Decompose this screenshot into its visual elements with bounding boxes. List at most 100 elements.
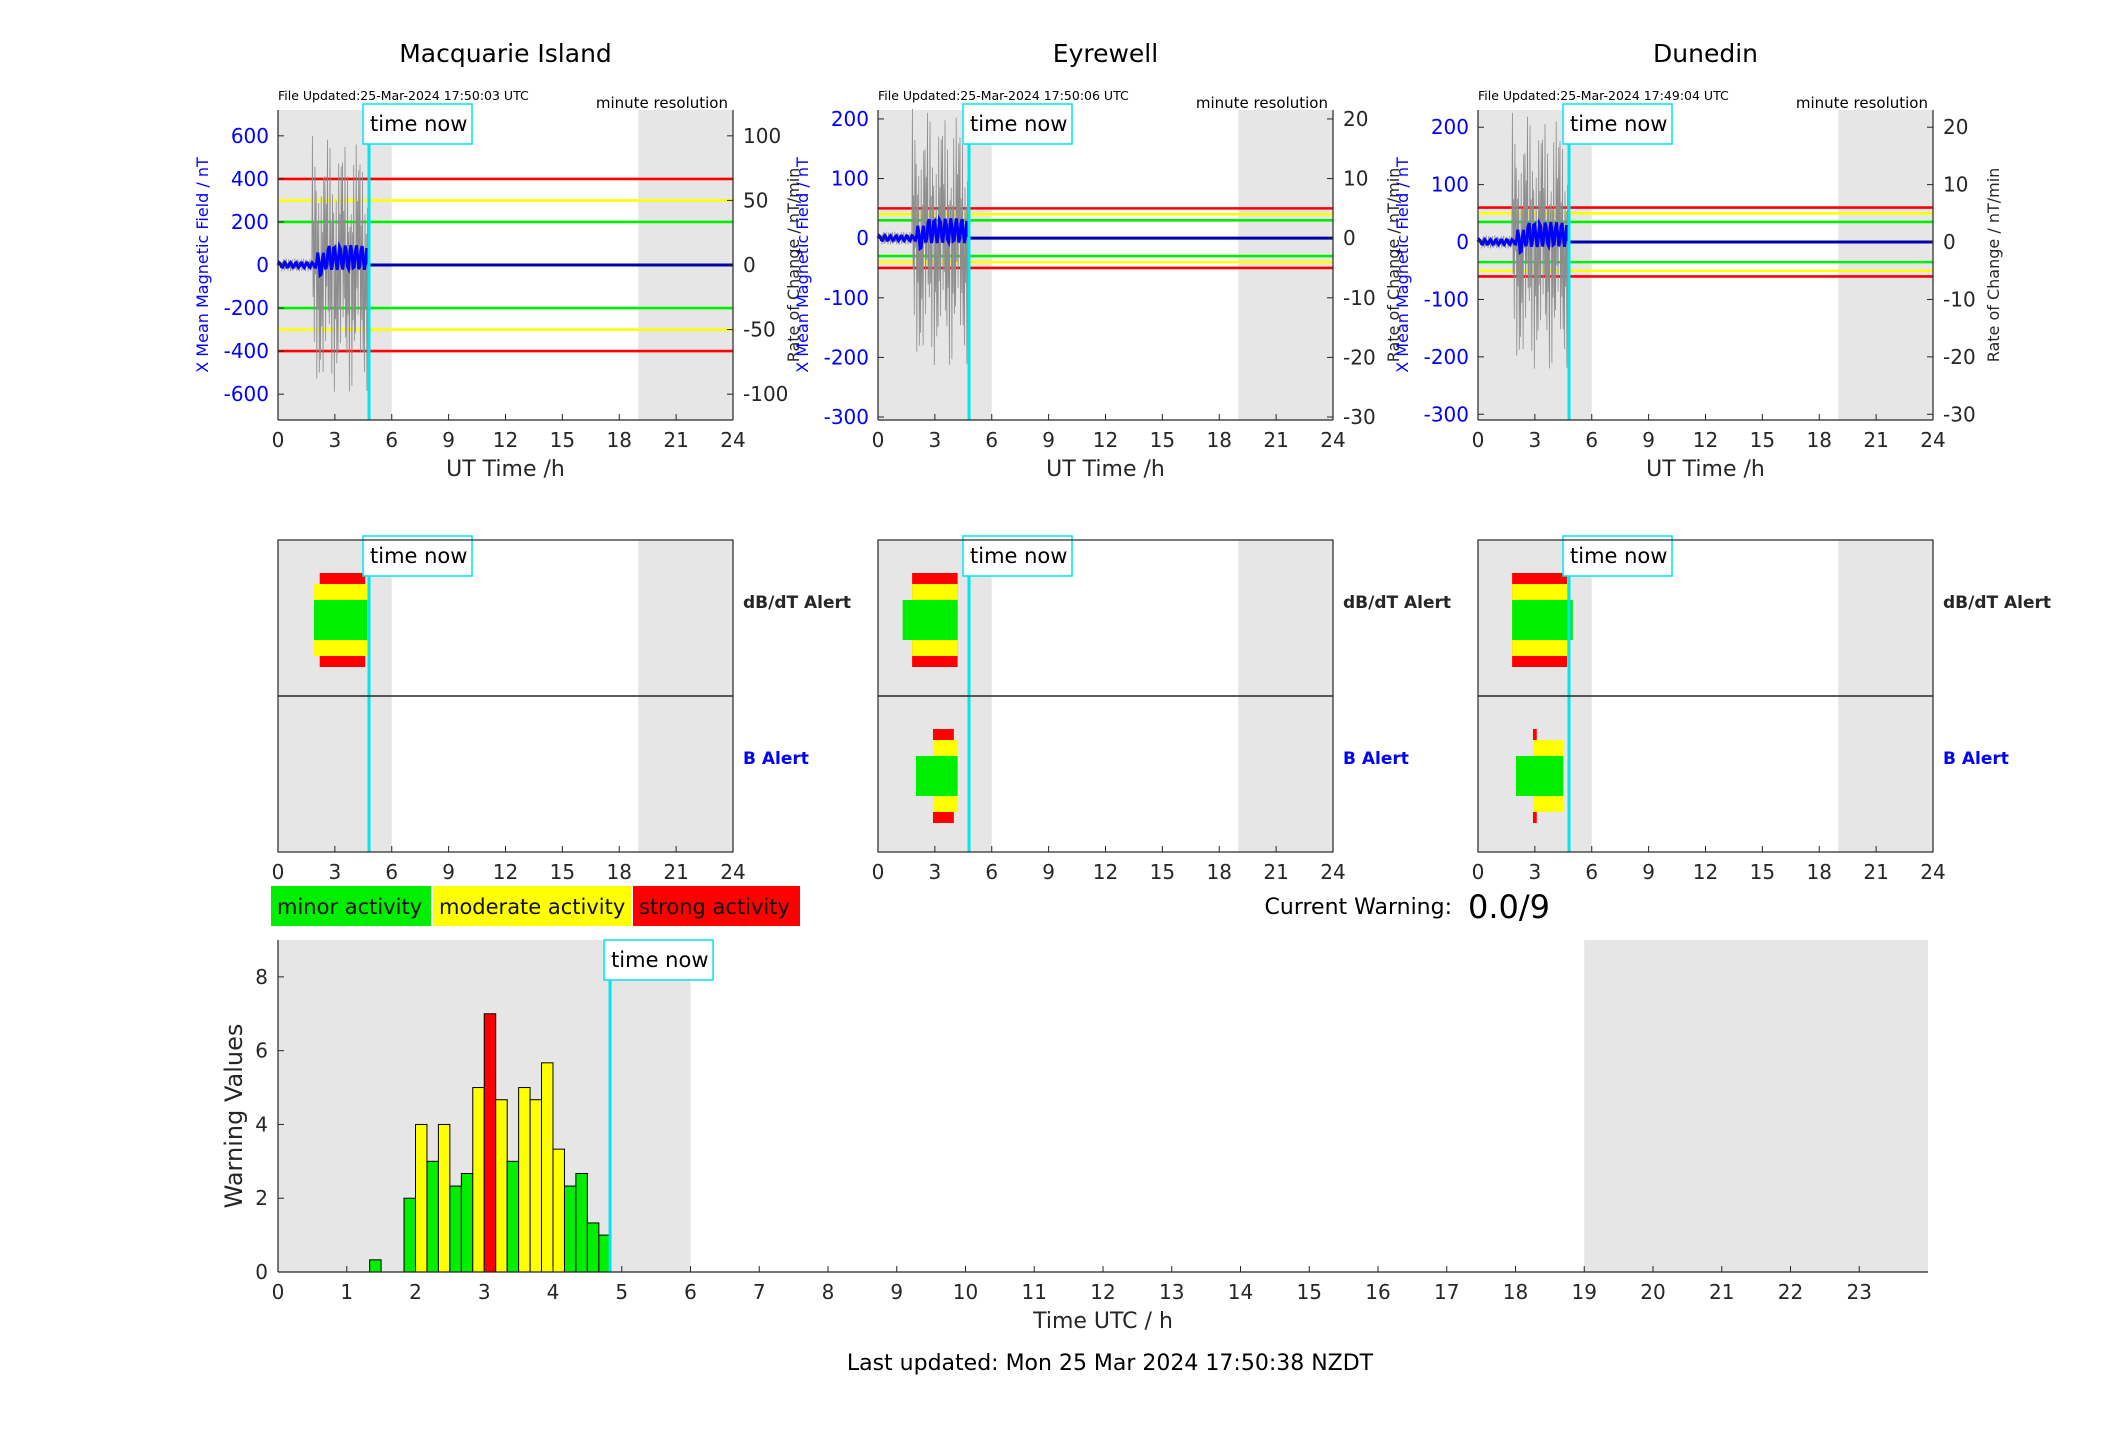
time-now-label: time now bbox=[970, 544, 1067, 568]
x-tick-label: 13 bbox=[1159, 1280, 1184, 1304]
y-tick-label: -300 bbox=[824, 405, 869, 429]
dbdt-alert-label: dB/dT Alert bbox=[1943, 593, 2051, 613]
x-tick-label: 0 bbox=[272, 428, 285, 452]
y-tick-label: 200 bbox=[231, 210, 269, 234]
x-tick-label: 21 bbox=[1263, 428, 1288, 452]
x-tick-label: 15 bbox=[1297, 1280, 1322, 1304]
warning-bar bbox=[586, 1222, 600, 1273]
b-green-bar bbox=[1515, 756, 1564, 796]
y-tick-label: 4 bbox=[255, 1112, 268, 1136]
field-trace bbox=[276, 241, 371, 279]
x-axis-label: UT Time /h bbox=[1046, 457, 1165, 482]
shaded-range bbox=[1584, 940, 1928, 1272]
x-tick-label: 6 bbox=[985, 860, 998, 884]
y-right-tick-label: -30 bbox=[1943, 402, 1976, 426]
y-tick-label: 0 bbox=[856, 226, 869, 250]
alert-panel-1: time now dB/dT Alert B Alert 0 3 6 9 12 15 18 21 24 bbox=[272, 535, 851, 884]
y-tick-label: -200 bbox=[1424, 345, 1469, 369]
legend-label: strong activity bbox=[639, 895, 790, 919]
x-tick-label: 0 bbox=[872, 860, 885, 884]
field-trace bbox=[876, 214, 971, 252]
y-tick-label: 0 bbox=[256, 253, 269, 277]
y-tick-label: 8 bbox=[255, 965, 268, 989]
time-now-label: time now bbox=[970, 112, 1067, 136]
magnetic-field-panels: Macquarie Island File Updated:25-Mar-2024… bbox=[193, 39, 2003, 482]
y-tick-label: 0 bbox=[255, 1260, 268, 1284]
y-right-tick-label: -20 bbox=[1343, 345, 1376, 369]
y-axis-label: X Mean Magnetic Field / nT bbox=[193, 157, 212, 373]
x-tick-label: 6 bbox=[1585, 860, 1598, 884]
x-tick-label: 3 bbox=[929, 860, 942, 884]
y-right-tick-label: 20 bbox=[1943, 115, 1968, 139]
y-axis-label: X Mean Magnetic Field / nT bbox=[793, 157, 812, 373]
y-tick-label: 200 bbox=[1431, 115, 1469, 139]
x-tick-label: 3 bbox=[478, 1280, 491, 1304]
x-tick-label: 3 bbox=[1529, 860, 1542, 884]
dbdt-alert-label: dB/dT Alert bbox=[743, 593, 851, 613]
shaded-range bbox=[1238, 110, 1333, 420]
x-tick-label: 18 bbox=[1807, 428, 1832, 452]
current-warning-label: Current Warning: bbox=[1265, 895, 1452, 920]
time-now-box bbox=[603, 939, 714, 981]
y-tick-label: -400 bbox=[224, 339, 269, 363]
legend-label: minor activity bbox=[277, 895, 422, 919]
warning-bar bbox=[426, 1160, 439, 1273]
legend-label: moderate activity bbox=[439, 895, 625, 919]
y-tick-label: -300 bbox=[1424, 402, 1469, 426]
x-tick-label: 0 bbox=[1472, 428, 1485, 452]
x-tick-label: 3 bbox=[929, 428, 942, 452]
time-now-label: time now bbox=[1570, 112, 1667, 136]
x-tick-label: 18 bbox=[1207, 428, 1232, 452]
x-tick-label: 18 bbox=[607, 860, 632, 884]
dbdt-alert-label: dB/dT Alert bbox=[1343, 593, 1451, 613]
legend-item: strong activity bbox=[633, 886, 800, 926]
x-tick-label: 6 bbox=[985, 428, 998, 452]
time-now-box bbox=[1562, 103, 1673, 145]
warning-bar bbox=[506, 1160, 520, 1273]
x-tick-label: 0 bbox=[872, 428, 885, 452]
x-tick-label: 24 bbox=[1920, 860, 1945, 884]
station-title: Macquarie Island bbox=[399, 39, 612, 68]
x-tick-label: 6 bbox=[1585, 428, 1598, 452]
last-updated: Last updated: Mon 25 Mar 2024 17:50:38 N… bbox=[847, 1351, 1374, 1376]
shaded-range bbox=[1838, 110, 1933, 420]
y-tick-label: 100 bbox=[1431, 173, 1469, 197]
warning-bar bbox=[529, 1099, 543, 1273]
x-tick-label: 12 bbox=[1093, 860, 1118, 884]
x-tick-label: 18 bbox=[1207, 860, 1232, 884]
x-axis-label: Time UTC / h bbox=[1032, 1309, 1173, 1334]
x-tick-label: 21 bbox=[663, 428, 688, 452]
x-tick-label: 12 bbox=[493, 428, 518, 452]
time-now-box bbox=[962, 535, 1073, 577]
x-tick-label: 9 bbox=[442, 428, 455, 452]
x-tick-label: 12 bbox=[1693, 860, 1718, 884]
warning-bar bbox=[369, 1259, 382, 1273]
alert-panels: time now dB/dT Alert B Alert 0 3 6 9 12 15 18 21 24… bbox=[272, 535, 2051, 884]
x-tick-label: 0 bbox=[1472, 860, 1485, 884]
y-tick-label: 0 bbox=[1456, 230, 1469, 254]
x-tick-label: 12 bbox=[1093, 428, 1118, 452]
legend-item: minor activity bbox=[271, 886, 431, 926]
y-right-tick-label: 0 bbox=[743, 253, 756, 277]
x-tick-label: 24 bbox=[1320, 428, 1345, 452]
y-right-tick-label: 50 bbox=[743, 188, 768, 212]
warning-bar bbox=[437, 1123, 451, 1273]
dbdt-green-bar bbox=[314, 600, 368, 640]
x-tick-label: 24 bbox=[1920, 428, 1945, 452]
time-now-label: time now bbox=[1570, 544, 1667, 568]
warning-bar bbox=[575, 1173, 588, 1273]
y-tick-label: 6 bbox=[255, 1039, 268, 1063]
y-tick-label: 100 bbox=[831, 167, 869, 191]
y-right-tick-label: -30 bbox=[1343, 405, 1376, 429]
x-axis-label: UT Time /h bbox=[446, 457, 565, 482]
warning-bar bbox=[563, 1185, 577, 1273]
y-right-tick-label: 20 bbox=[1343, 107, 1368, 131]
y-tick-label: -600 bbox=[224, 382, 269, 406]
alert-panel-2: time now dB/dT Alert B Alert 0 3 6 9 12 15 18 21 24 bbox=[872, 535, 1451, 884]
x-tick-label: 21 bbox=[1863, 860, 1888, 884]
x-tick-label: 15 bbox=[1150, 860, 1175, 884]
warning-bar bbox=[472, 1087, 485, 1273]
file-updated: File Updated:25-Mar-2024 17:49:04 UTC bbox=[1478, 88, 1729, 103]
y-tick-label: 600 bbox=[231, 124, 269, 148]
